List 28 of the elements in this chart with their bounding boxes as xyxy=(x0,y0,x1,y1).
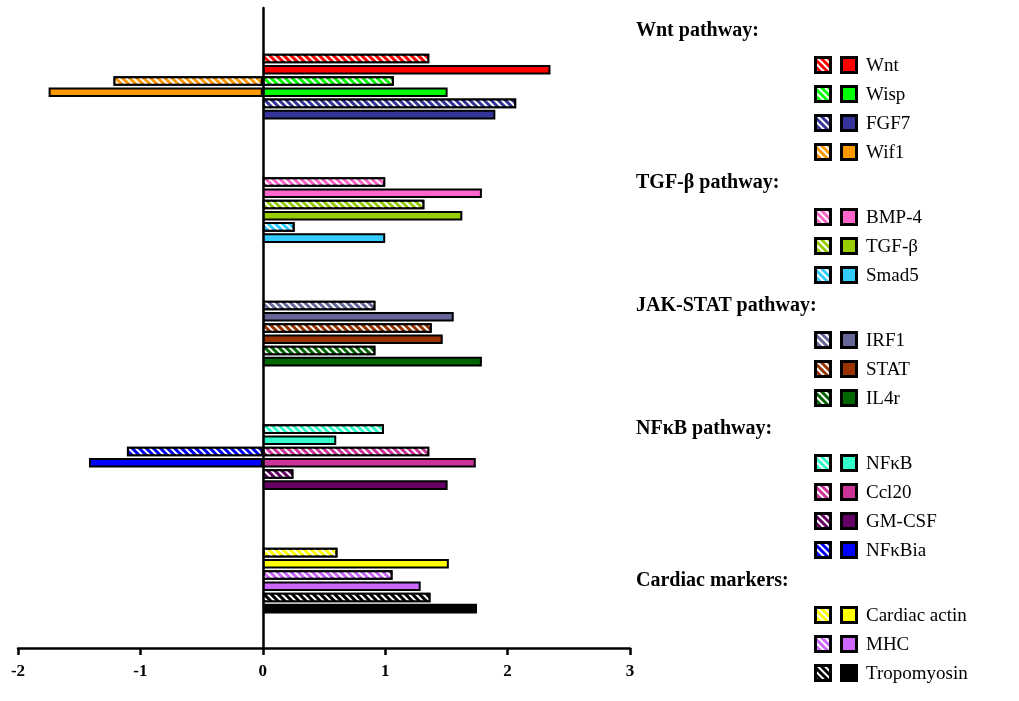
legend-label: FGF7 xyxy=(866,110,911,135)
text: Wnt pathway: xyxy=(636,17,760,43)
legend-label: Wif1 xyxy=(866,139,905,164)
legend-label: GM-CSF xyxy=(866,508,937,533)
legend-label: STAT xyxy=(866,356,910,381)
legend-label: MHC xyxy=(866,631,910,656)
legend-label: BMP-4 xyxy=(866,204,922,229)
x-tick-label: 1 xyxy=(380,661,390,680)
text: NFκB pathway: xyxy=(636,415,774,441)
legend-label: NFκB xyxy=(866,450,913,475)
text: TGF-β pathway: xyxy=(636,169,781,195)
x-tick-label: 0 xyxy=(258,661,268,680)
text: JAK-STAT pathway: xyxy=(636,292,818,318)
legend-label: Cardiac actin xyxy=(866,602,967,627)
legend-label: Smad5 xyxy=(866,262,919,287)
text: Cardiac markers: xyxy=(636,567,790,592)
legend-label: Tropomyosin xyxy=(866,660,968,685)
legend-label: IL4r xyxy=(866,385,900,410)
legend-label: IRF1 xyxy=(866,327,906,352)
x-tick-label: -1 xyxy=(133,661,148,680)
legend-label: TGF-β xyxy=(866,233,918,258)
x-tick-label: 3 xyxy=(625,661,635,680)
legend-label: Ccl20 xyxy=(866,479,912,504)
x-tick-label: 2 xyxy=(503,661,512,680)
legend-label: NFκBia xyxy=(866,537,927,562)
legend-label: Wisp xyxy=(866,81,906,106)
x-tick-label: -2 xyxy=(10,661,26,680)
legend-label: Wnt xyxy=(866,52,899,77)
